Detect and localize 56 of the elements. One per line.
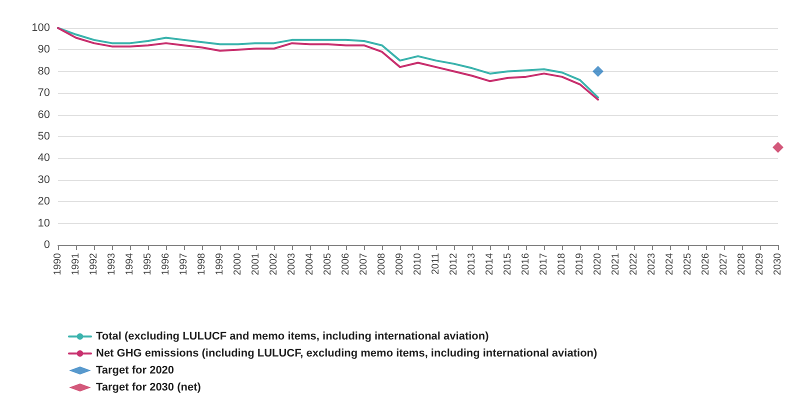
legend-label: Target for 2030 (net) — [96, 382, 202, 394]
y-tick-label: 50 — [38, 130, 50, 142]
x-tick-label: 1997 — [178, 252, 190, 276]
x-tick-label: 1998 — [196, 252, 208, 276]
x-tick-label: 2030 — [772, 252, 784, 276]
x-tick-label: 2012 — [448, 252, 460, 276]
y-tick-label: 30 — [38, 174, 50, 186]
legend-label: Target for 2020 — [96, 364, 174, 376]
y-tick-label: 90 — [38, 44, 50, 56]
x-tick-label: 1995 — [142, 252, 154, 276]
x-tick-label: 2002 — [268, 252, 280, 276]
x-tick-label: 2009 — [394, 252, 406, 276]
x-tick-label: 1996 — [160, 252, 172, 276]
x-tick-label: 2007 — [358, 252, 370, 276]
legend-label: Total (excluding LULUCF and memo items, including international aviation) — [96, 330, 490, 342]
y-tick-label: 20 — [38, 196, 50, 208]
x-tick-label: 2015 — [502, 252, 514, 276]
x-tick-label: 2017 — [538, 252, 550, 276]
x-tick-label: 1994 — [124, 252, 136, 276]
y-tick-label: 60 — [38, 108, 50, 121]
legend-label: Net GHG emissions (including LULUCF, excluding memo items, including international aviation) — [96, 348, 598, 360]
x-tick-label: 2021 — [610, 252, 622, 276]
x-tick-label: 2006 — [340, 252, 352, 276]
x-tick-label: 2004 — [304, 252, 316, 276]
x-tick-label: 2005 — [322, 252, 334, 276]
y-tick-label: 0 — [44, 239, 50, 251]
x-tick-label: 2011 — [430, 252, 442, 275]
x-tick-label: 2024 — [664, 252, 676, 276]
x-tick-label: 1992 — [88, 252, 100, 276]
y-tick-label: 80 — [38, 65, 50, 78]
x-tick-label: 2029 — [754, 252, 766, 276]
x-tick-label: 2027 — [718, 252, 730, 276]
x-tick-label: 2008 — [376, 252, 388, 276]
x-tick-label: 2023 — [646, 252, 658, 276]
x-tick-label: 2000 — [232, 252, 244, 276]
x-tick-label: 2016 — [520, 252, 532, 276]
x-tick-label: 2028 — [736, 252, 748, 276]
x-tick-label: 2010 — [412, 252, 424, 276]
x-tick-label: 2022 — [628, 252, 640, 276]
x-tick-label: 2003 — [286, 252, 298, 276]
x-tick-label: 1999 — [214, 252, 226, 276]
x-tick-label: 2026 — [700, 252, 712, 276]
x-tick-label: 2019 — [574, 252, 586, 276]
x-tick-label: 2014 — [484, 252, 496, 276]
y-tick-label: 40 — [38, 152, 50, 164]
x-tick-label: 2020 — [592, 252, 604, 276]
y-tick-label: 70 — [38, 87, 50, 100]
y-tick-label: 10 — [38, 217, 50, 230]
x-tick-label: 1993 — [106, 252, 118, 276]
x-tick-label: 2018 — [556, 252, 568, 276]
x-tick-label: 2025 — [682, 252, 694, 276]
y-tick-label: 100 — [32, 22, 50, 34]
x-tick-label: 1991 — [70, 252, 82, 276]
x-tick-label: 1990 — [52, 252, 64, 276]
x-tick-label: 2013 — [466, 252, 478, 276]
x-tick-label: 2001 — [250, 252, 262, 276]
